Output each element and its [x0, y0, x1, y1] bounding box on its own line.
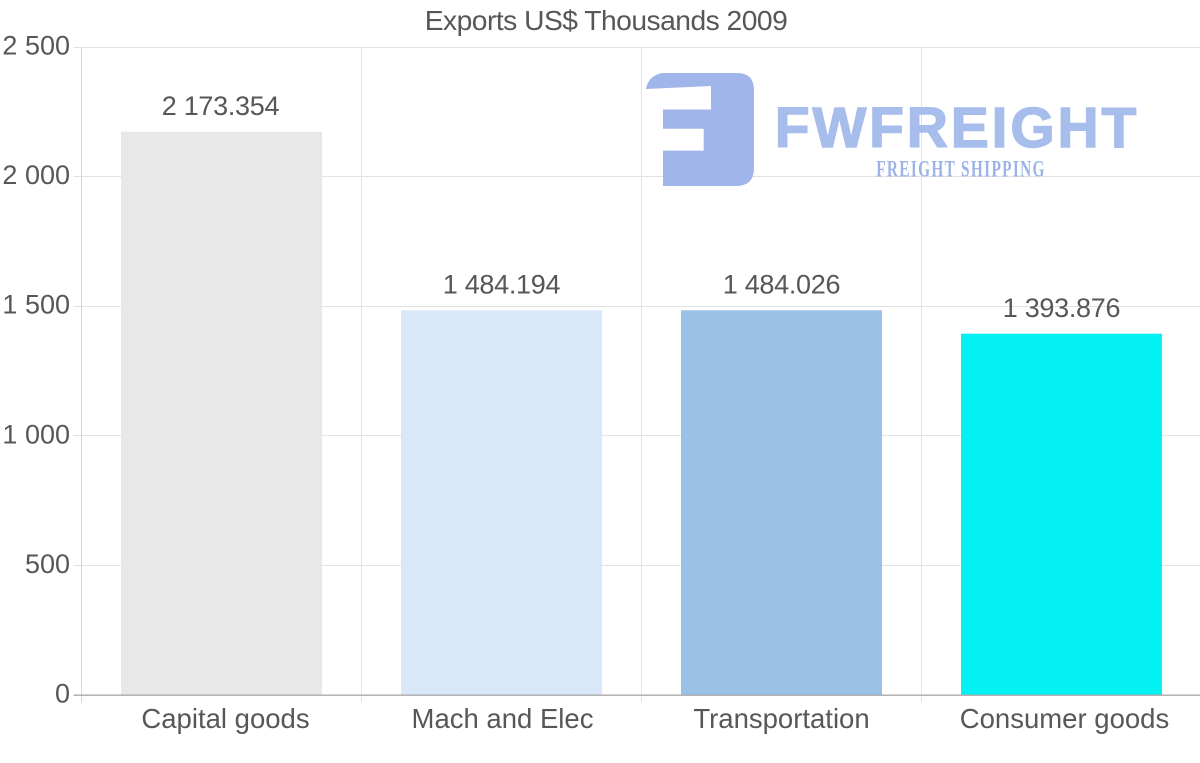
svg-text:1 484.026: 1 484.026 — [723, 270, 840, 300]
svg-text:1 000: 1 000 — [2, 419, 70, 449]
svg-text:Transportation: Transportation — [693, 703, 869, 734]
svg-text:Exports US$ Thousands 2009: Exports US$ Thousands 2009 — [425, 4, 788, 36]
svg-text:1 393.876: 1 393.876 — [1003, 293, 1120, 323]
svg-text:Capital goods: Capital goods — [141, 703, 309, 734]
svg-text:500: 500 — [25, 549, 70, 579]
svg-text:1 500: 1 500 — [2, 290, 70, 320]
svg-text:FWFREIGHT: FWFREIGHT — [775, 96, 1139, 160]
svg-text:2 500: 2 500 — [2, 31, 70, 61]
svg-text:FREIGHT SHIPPING: FREIGHT SHIPPING — [876, 156, 1046, 182]
svg-text:2 000: 2 000 — [2, 160, 70, 190]
svg-text:0: 0 — [55, 679, 70, 709]
svg-text:Mach and Elec: Mach and Elec — [412, 703, 594, 734]
svg-text:Consumer goods: Consumer goods — [960, 703, 1169, 734]
svg-text:2 173.354: 2 173.354 — [162, 91, 280, 121]
svg-text:1 484.194: 1 484.194 — [443, 270, 561, 300]
